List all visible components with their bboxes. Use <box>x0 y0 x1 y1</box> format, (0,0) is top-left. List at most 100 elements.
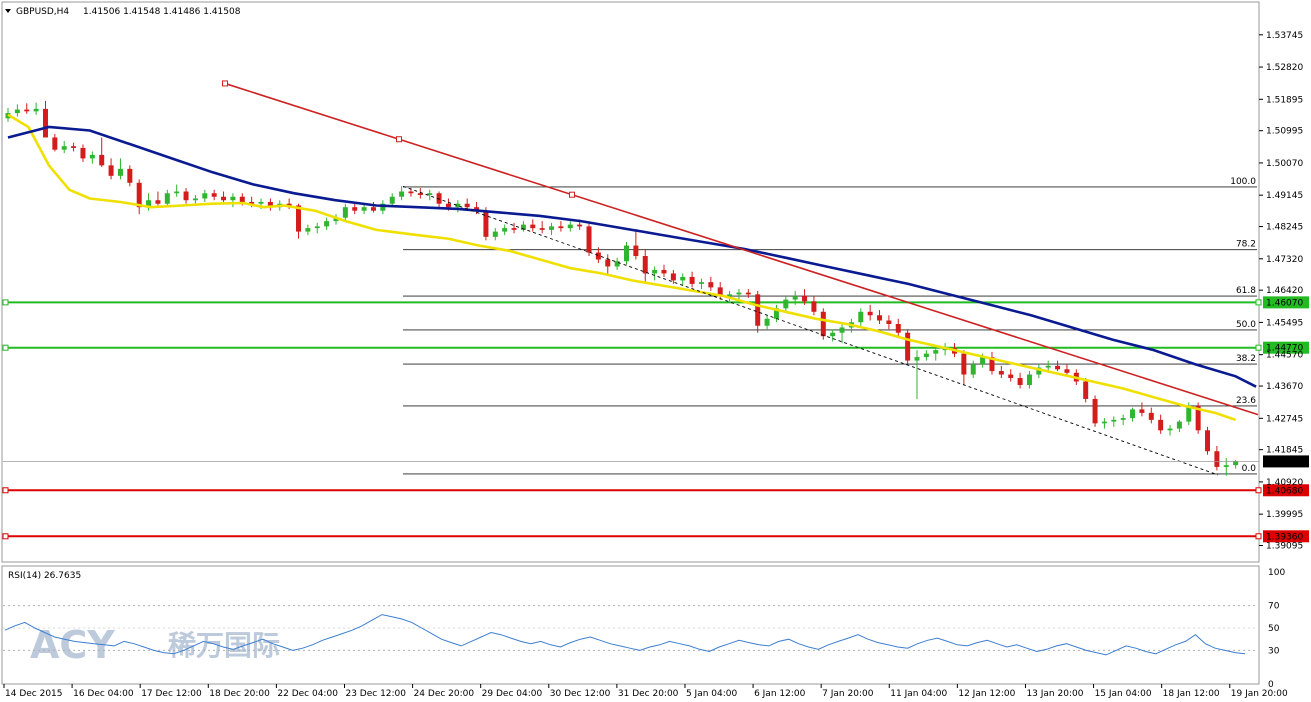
price-tick-label: 1.50070 <box>1266 159 1303 169</box>
trendlines[interactable] <box>222 80 1259 476</box>
candle <box>211 189 217 201</box>
candle-body <box>783 299 789 309</box>
candle-body <box>1167 428 1173 431</box>
candle-body <box>1130 409 1136 419</box>
horizontal-level[interactable]: 1.46070 <box>2 296 1309 309</box>
candle-body <box>970 364 976 375</box>
price-tick-label: 1.53745 <box>1266 31 1303 41</box>
candle-body <box>1111 419 1117 422</box>
candle-body <box>708 282 714 288</box>
time-tick-label: 18 Dec 20:00 <box>209 689 270 699</box>
candle-body <box>961 353 967 375</box>
candle <box>1026 371 1032 389</box>
candle-body <box>1064 369 1070 373</box>
fib-level-label: 100.0 <box>1230 177 1256 187</box>
trendline-anchor <box>396 136 402 143</box>
candle-body <box>661 269 667 274</box>
candle-body <box>71 146 77 148</box>
candle-body <box>408 191 414 194</box>
time-tick-label: 15 Jan 04:00 <box>1095 689 1152 699</box>
candle <box>811 296 817 316</box>
rsi-panel <box>1 565 1260 685</box>
candle-body <box>792 296 798 300</box>
candle <box>1008 369 1014 382</box>
level-anchor <box>2 533 9 540</box>
candle-body <box>867 311 873 316</box>
candle-body <box>483 210 489 237</box>
candle-body <box>624 245 629 262</box>
candle-body <box>80 147 86 159</box>
candle <box>1092 395 1098 427</box>
price-tick-label: 1.39095 <box>1266 542 1303 552</box>
candle-body <box>1008 374 1014 379</box>
candle-body <box>745 292 751 295</box>
price-axis: 1.53745 1.52820 1.51895 1.50995 1.50070 1.491… <box>3 31 1309 552</box>
candle-body <box>155 200 161 204</box>
current-price-label: 1.41508 <box>1266 457 1303 467</box>
candle-body <box>933 350 939 354</box>
candle <box>492 228 498 241</box>
price-tick-label: 1.52820 <box>1266 63 1303 73</box>
candle-body <box>1055 365 1061 370</box>
candle-body <box>802 296 808 302</box>
horizontal-level[interactable]: 1.40680 <box>2 484 1309 497</box>
candle-body <box>877 315 883 321</box>
fib-level-label: 61.8 <box>1236 286 1256 296</box>
price-tick-label: 1.44570 <box>1266 351 1303 361</box>
candle-body <box>1223 465 1229 467</box>
candle-body <box>727 294 733 297</box>
candle <box>361 203 367 215</box>
fib-level-label: 78.2 <box>1236 240 1256 250</box>
candle <box>305 224 311 236</box>
time-tick-label: 5 Jan 04:00 <box>686 689 738 699</box>
candle <box>652 266 658 281</box>
fibonacci-retracement[interactable]: 100.0 78.2 61.8 50.0 38.2 23.6 0.0 <box>403 177 1257 475</box>
candle <box>221 191 227 202</box>
candle-body <box>474 207 480 211</box>
rsi-level-label: 100 <box>1268 568 1285 578</box>
candle <box>755 290 761 333</box>
rsi-level-label: 50 <box>1268 624 1280 634</box>
candle-body <box>1214 451 1220 467</box>
rsi-line <box>4 614 1246 656</box>
candle <box>1139 402 1145 417</box>
watermark-brand: ACY <box>30 623 115 667</box>
candle <box>155 191 161 206</box>
horizontal-level[interactable]: 1.39360 <box>2 530 1309 543</box>
fib-level-label: 23.6 <box>1236 396 1256 406</box>
level-price-label: 1.46070 <box>1266 298 1303 308</box>
dashed-fib-trendline <box>402 185 1219 476</box>
watermark-cn: 稀万国际 <box>168 629 280 662</box>
candle-body <box>670 273 676 281</box>
price-tick-label: 1.41845 <box>1266 446 1303 456</box>
candle <box>1130 407 1136 422</box>
time-tick-label: 6 Jan 12:00 <box>754 689 806 699</box>
candle <box>736 289 742 300</box>
candle-body <box>567 224 573 229</box>
level-price-label: 1.39360 <box>1266 532 1303 542</box>
level-price-box <box>1263 296 1309 309</box>
time-tick-label: 19 Jan 20:00 <box>1231 689 1288 699</box>
candle <box>380 200 386 215</box>
candle-body <box>820 311 826 337</box>
candle-body <box>1205 430 1211 452</box>
time-tick-label: 16 Dec 04:00 <box>73 689 134 699</box>
price-tick-label: 1.39995 <box>1266 510 1303 520</box>
candle-body <box>905 332 911 361</box>
chart-menu-triangle-icon[interactable] <box>5 9 11 13</box>
candle <box>99 137 105 168</box>
candle-body <box>24 109 30 112</box>
candle-body <box>352 207 358 211</box>
chart-ohlc: 1.41506 1.41548 1.41486 1.41508 <box>83 7 241 17</box>
candle-body <box>1083 381 1089 399</box>
level-price-box <box>1263 341 1309 354</box>
candle-body <box>127 168 133 183</box>
candle-body <box>286 203 292 206</box>
candle-body <box>886 320 892 324</box>
price-tick-label: 1.50995 <box>1266 127 1303 137</box>
trendline-anchor <box>222 80 228 87</box>
price-tick-label: 1.47320 <box>1266 255 1303 265</box>
candle <box>474 201 480 215</box>
candle <box>89 151 95 164</box>
